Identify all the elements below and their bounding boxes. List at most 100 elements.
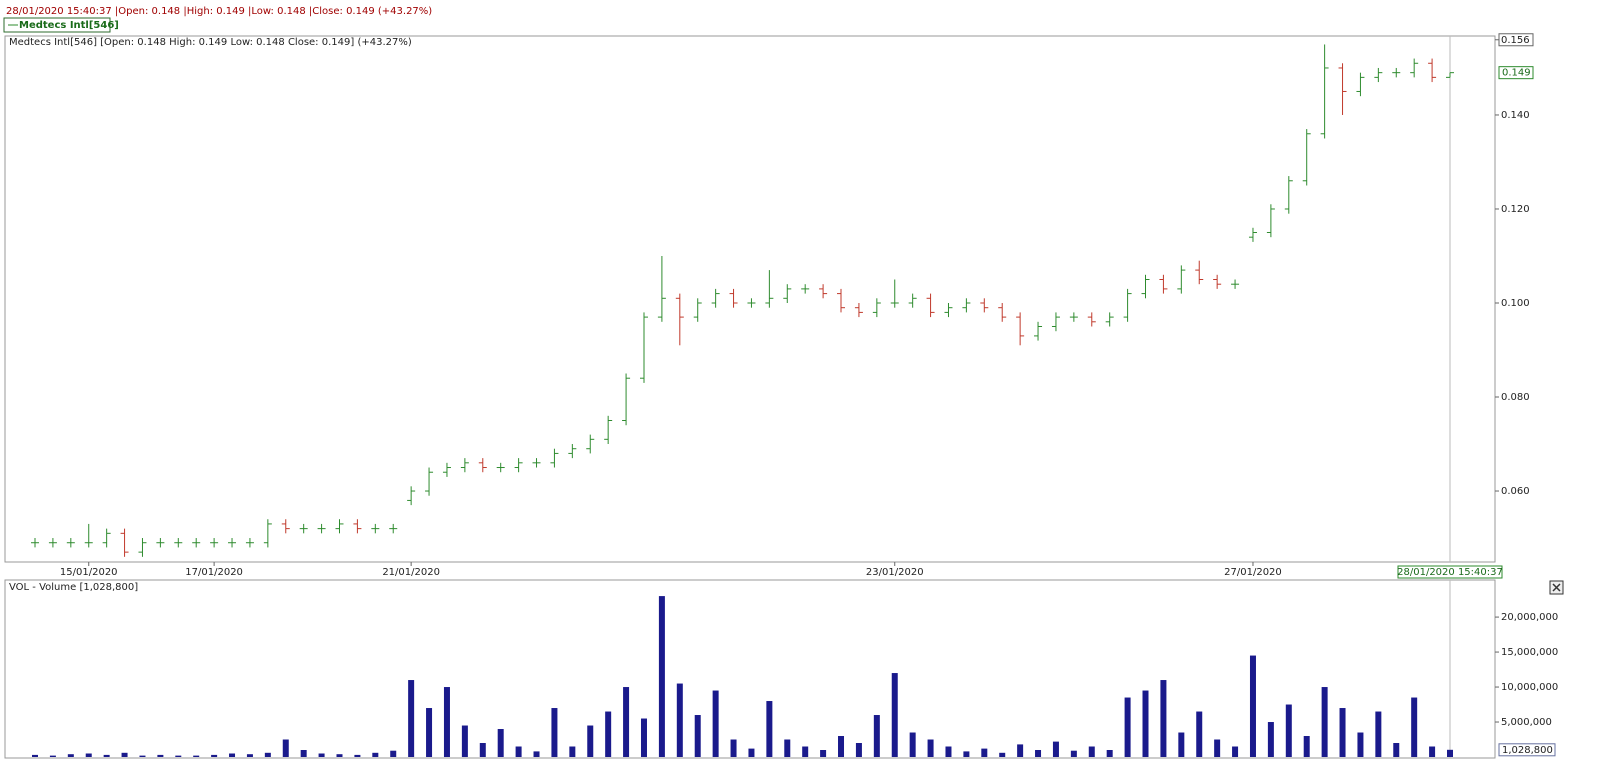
volume-bar [640,718,647,757]
volume-bar [1214,739,1221,757]
volume-bar [426,708,433,757]
x-tick-label: 27/01/2020 [1224,567,1282,578]
volume-bar [175,755,182,757]
volume-bar [605,711,612,757]
volume-bar [443,687,450,757]
volume-bar [981,748,988,757]
x-tick-label: 17/01/2020 [185,567,243,578]
volume-bar [1124,697,1131,757]
volume-bar [569,746,576,757]
volume-bar [999,752,1006,757]
volume-bar [1142,690,1149,757]
volume-pane [4,579,1496,759]
volume-bar [855,743,862,757]
volume-bar [1429,746,1436,757]
volume-bar [1303,736,1310,757]
volume-bar [336,754,343,757]
volume-bar [1160,680,1167,757]
volume-bar [1035,750,1042,757]
cursor-date-label: 28/01/2020 15:40:37 [1397,567,1503,578]
volume-bar [49,755,56,757]
volume-bar [318,753,325,757]
header-info: 28/01/2020 15:40:37 |Open: 0.148 |High: … [6,6,432,17]
volume-bar [551,708,558,757]
volume-bar [1249,655,1256,757]
y-tick-label: 5,000,000 [1501,717,1552,728]
volume-bar [1321,687,1328,757]
y-tick-label: 0.120 [1501,204,1530,215]
last-price-label: 0.149 [1502,68,1531,79]
legend-box [3,17,111,33]
volume-bar [1088,746,1095,757]
volume-bar [211,754,218,757]
volume-bar [1285,704,1292,757]
volume-bar [408,680,415,757]
volume-bar [1106,750,1113,757]
y-tick-label: 0.100 [1501,298,1530,309]
volume-bar [927,739,934,757]
y-tick-label: 0.060 [1501,486,1530,497]
volume-bar [712,690,719,757]
volume-bar [1070,750,1077,757]
volume-bar [1196,711,1203,757]
volume-bar [1052,741,1059,757]
volume-bar [103,754,110,757]
volume-bar [587,725,594,757]
y-tick-label: 20,000,000 [1501,612,1558,623]
volume-bar [1178,732,1185,757]
volume-bar [67,754,74,757]
volume-bar [121,752,128,757]
volume-bar [658,596,665,757]
volume-bar [1232,746,1239,757]
y-tick-label: 0.140 [1501,110,1530,121]
volume-bar [85,753,92,757]
volume-bar [390,750,397,757]
volume-bar [838,736,845,757]
volume-bar [1339,708,1346,757]
close-icon [1552,583,1561,592]
volume-bar [372,752,379,757]
volume-bar [909,732,916,757]
volume-bar [694,715,701,757]
volume-bar [623,687,630,757]
volume-bar [1447,749,1453,757]
volume-bar [748,748,755,757]
volume-title: VOL - Volume [1,028,800] [9,582,138,593]
y-tick-label: 0.156 [1501,35,1530,46]
current-volume-label: 1,028,800 [1502,745,1553,756]
volume-bar [479,743,486,757]
volume-bar [945,746,952,757]
volume-bar [282,739,289,757]
volume-bar [730,739,737,757]
volume-bar [157,754,164,757]
volume-bar [873,715,880,757]
volume-bar [193,755,200,757]
volume-bar [1017,744,1024,757]
volume-bar [963,751,970,757]
cursor-date-box [1397,565,1503,579]
volume-bar [1267,722,1274,757]
volume-bar [300,750,307,757]
volume-bar [461,725,468,757]
volume-bar [354,754,361,757]
x-tick-label: 15/01/2020 [60,567,118,578]
price-pane [4,35,1496,563]
y-tick-label: 10,000,000 [1501,682,1558,693]
volume-bar [1375,711,1382,757]
last-price-box [1498,66,1534,80]
volume-bar [533,751,540,757]
y-tick-box [1498,33,1534,47]
x-tick-label: 21/01/2020 [382,567,440,578]
volume-bar [515,746,522,757]
volume-bar [264,752,271,757]
volume-bar [784,739,791,757]
volume-bar [497,729,504,757]
volume-bar [1411,697,1418,757]
volume-bar [891,673,898,757]
x-tick-label: 23/01/2020 [866,567,924,578]
volume-bar [229,753,236,757]
current-volume-box [1498,743,1556,757]
volume-bar [246,754,253,757]
volume-bar [139,755,146,757]
